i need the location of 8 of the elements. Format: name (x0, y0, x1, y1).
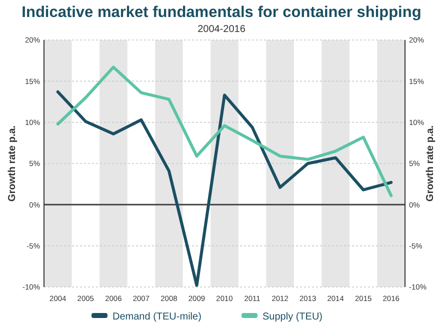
line-series (56, 66, 393, 198)
chart-subtitle: 2004-2016 (198, 24, 246, 35)
y2-axis-title: Growth rate p.a. (425, 125, 436, 202)
chart-title: Indicative market fundamentals for container shipping (22, 4, 422, 21)
legend-label: Demand (TEU-mile) (112, 312, 202, 322)
y-axis-title: Growth rate p.a. (7, 125, 18, 202)
legend-label: Supply (TEU) (262, 312, 323, 322)
line-series (56, 90, 393, 287)
